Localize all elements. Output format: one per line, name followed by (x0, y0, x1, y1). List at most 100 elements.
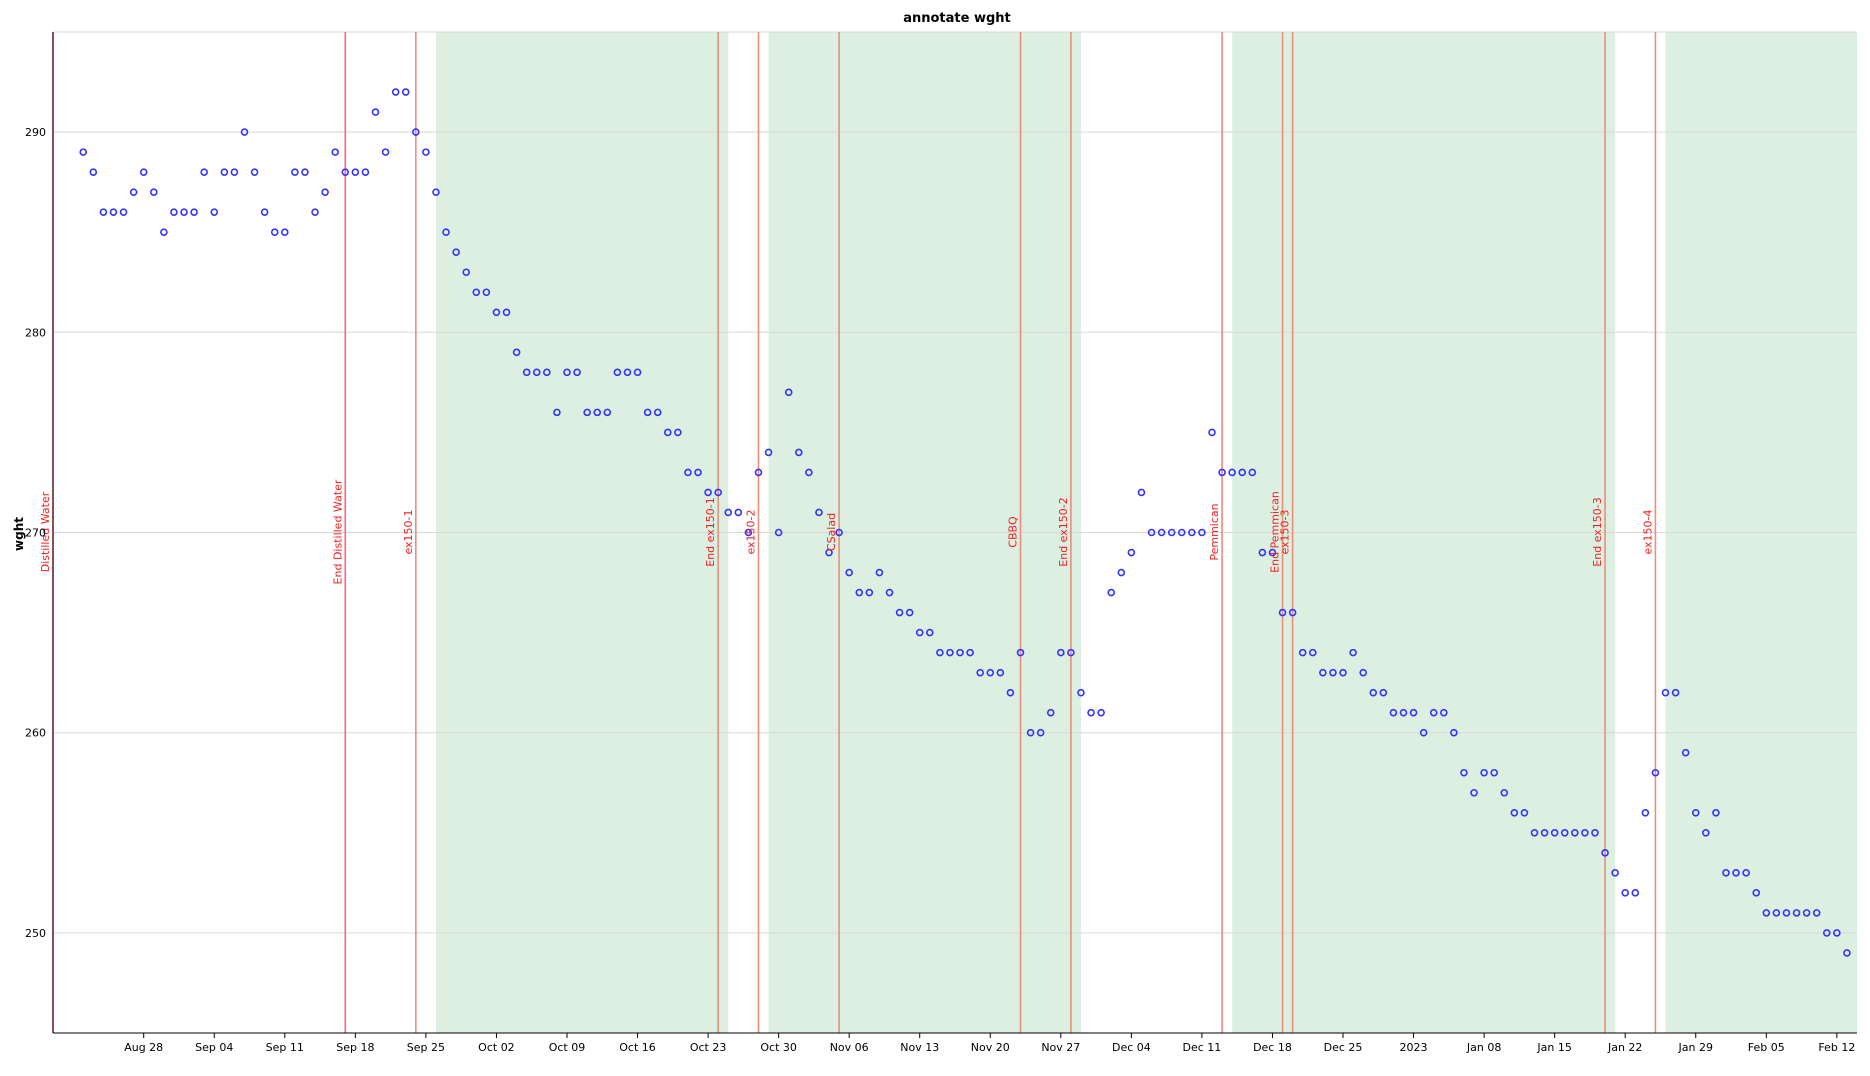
x-tick-label: Nov 06 (830, 1041, 869, 1054)
data-point (200, 168, 208, 176)
data-point (522, 368, 531, 377)
data-point (1611, 869, 1619, 877)
data-point (1530, 828, 1539, 837)
annotation-label: ex150-3 (1279, 509, 1292, 554)
data-point (532, 368, 541, 377)
data-point (1510, 808, 1519, 817)
data-point (1560, 828, 1569, 837)
y-tick-label: 270 (25, 527, 46, 540)
data-point (1450, 728, 1458, 737)
data-point (1198, 528, 1206, 537)
data-point (543, 368, 551, 377)
x-tick-label: Sep 25 (407, 1041, 445, 1054)
data-point (915, 628, 924, 637)
data-point (240, 128, 249, 136)
x-tick-label: Nov 20 (971, 1041, 1010, 1054)
y-tick-label: 280 (25, 326, 46, 339)
data-point (1228, 468, 1236, 477)
data-point (986, 668, 995, 677)
data-point (1691, 808, 1700, 817)
data-point (976, 668, 984, 677)
data-point (1812, 909, 1821, 917)
data-point (1540, 828, 1549, 837)
data-point (89, 168, 98, 176)
data-point (1107, 588, 1116, 597)
data-point (1520, 808, 1529, 817)
data-point (1258, 548, 1267, 557)
data-point (1167, 528, 1176, 537)
data-point (1802, 909, 1811, 917)
data-point (260, 208, 269, 216)
x-tick-labels: Aug 28 Sep 04 Sep 11 Sep 18 Sep 25 Oct 02 Oct … (124, 1041, 1855, 1054)
axes (52, 32, 1857, 1038)
annotation-labels: Distilled Water End Distilled Water ex150-… (39, 479, 1654, 584)
data-point (341, 168, 350, 176)
data-point (815, 508, 823, 517)
data-point (280, 228, 289, 236)
data-point (1026, 728, 1035, 737)
data-point (553, 408, 561, 417)
data-point (1621, 889, 1630, 897)
x-tick-label: Sep 11 (266, 1041, 304, 1054)
data-point (1681, 748, 1690, 757)
annotation-label: End Pemmican (1269, 491, 1282, 573)
data-point (764, 448, 773, 457)
data-point (1339, 668, 1347, 677)
data-point (1157, 528, 1166, 537)
data-point (109, 208, 118, 216)
data-point (1349, 648, 1357, 657)
data-point (381, 148, 390, 156)
data-point (1087, 708, 1095, 717)
x-tick-label: Jan 22 (1607, 1041, 1642, 1054)
x-tick-label: Oct 16 (619, 1041, 656, 1054)
data-point (1268, 548, 1277, 557)
data-point (291, 168, 299, 176)
data-point (1782, 909, 1791, 917)
x-tick-label: Sep 04 (195, 1041, 233, 1054)
data-point (784, 388, 793, 397)
data-point (1822, 929, 1831, 937)
x-tick-label: Dec 04 (1112, 1041, 1151, 1054)
data-point (1319, 668, 1327, 677)
annotation-label: ex150-2 (744, 509, 757, 554)
chart-title: annotate wght (903, 11, 1011, 26)
data-point (1581, 828, 1589, 837)
data-point (371, 108, 380, 116)
data-point (684, 468, 692, 477)
data-point (391, 88, 400, 96)
data-point (180, 208, 188, 216)
data-point (1439, 708, 1448, 717)
data-point (623, 368, 632, 377)
data-point (1571, 828, 1579, 837)
data-point (966, 648, 974, 657)
data-point (704, 488, 712, 497)
data-point (432, 188, 440, 196)
data-point (1601, 849, 1609, 857)
data-point (1238, 468, 1247, 477)
data-point (643, 408, 652, 417)
data-point (936, 648, 944, 657)
x-tick-label: Oct 02 (478, 1041, 515, 1054)
data-point (1298, 648, 1307, 657)
data-point (1057, 648, 1065, 657)
data-point (1369, 688, 1378, 697)
data-point (1429, 708, 1438, 717)
data-point (633, 368, 642, 377)
data-point (583, 408, 591, 417)
data-point (1550, 828, 1559, 837)
y-tick-label: 250 (25, 927, 46, 940)
data-point (1732, 869, 1740, 877)
y-tick-label: 260 (25, 727, 46, 740)
data-point (744, 528, 753, 537)
data-point (270, 228, 279, 236)
data-point (663, 428, 672, 437)
x-tick-label: Jan 08 (1466, 1041, 1501, 1054)
data-point (694, 468, 702, 477)
data-point (1591, 828, 1599, 837)
data-point (1359, 668, 1367, 677)
data-point (674, 428, 682, 437)
annotation-label: Distilled Water (39, 491, 52, 572)
data-point (401, 88, 410, 96)
data-point (129, 188, 138, 196)
data-point (1329, 668, 1337, 677)
